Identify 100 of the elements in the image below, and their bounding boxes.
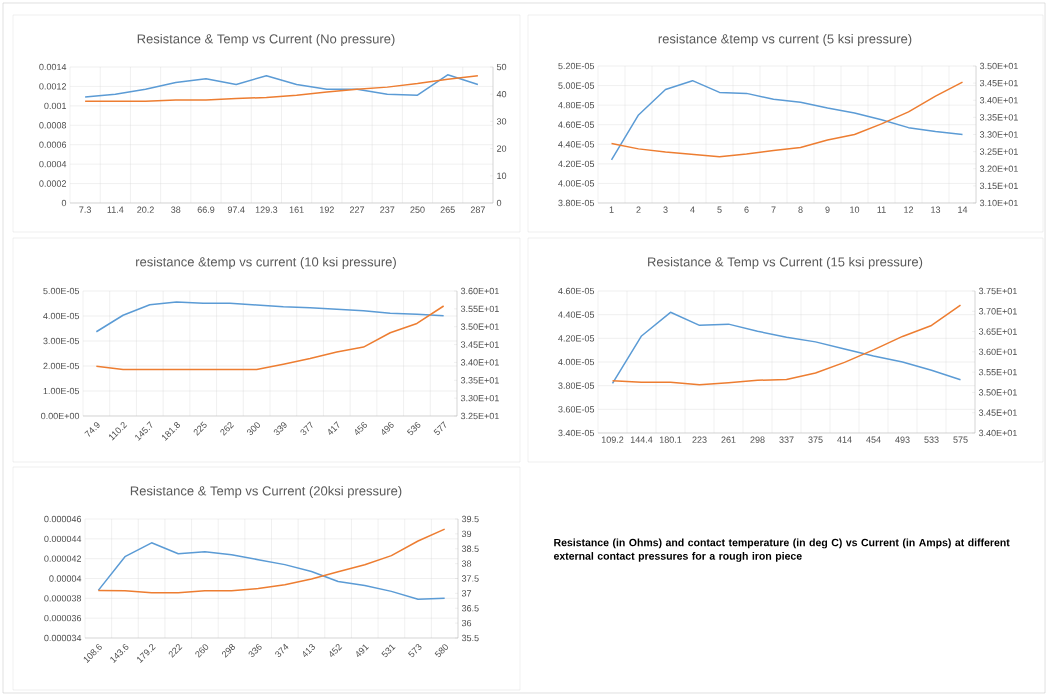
- x-tick-label: 14: [958, 206, 968, 213]
- x-tick-label: 261: [721, 436, 736, 443]
- x-tick-label: 339: [273, 422, 287, 436]
- y-tick-label: 2.00E-05: [43, 362, 80, 370]
- x-tick-label: 9: [825, 206, 830, 213]
- x-tick-label: 144.4: [630, 436, 653, 443]
- y-tick-label: 0.0002: [39, 180, 67, 187]
- x-tick-label: 237: [380, 206, 395, 213]
- y2-tick-label: 3.70E+01: [978, 308, 1017, 315]
- x-tick-label: 227: [349, 206, 365, 213]
- x-tick-label: 336: [248, 644, 262, 658]
- y2-tick-label: 3.60E+01: [978, 348, 1017, 356]
- y2-tick-label: 36.5: [461, 605, 479, 612]
- y-tick-label: 3.60E-05: [558, 406, 595, 413]
- y-tick-label: 0.001: [44, 102, 67, 110]
- y2-tick-label: 38.5: [461, 545, 479, 552]
- y-tick-label: 0.00004: [49, 575, 82, 582]
- x-tick-label: 300: [247, 422, 260, 436]
- y-tick-label: 1.00E-05: [43, 387, 80, 395]
- x-tick-label: 11.4: [107, 206, 124, 213]
- y2-tick-label: 3.10E+01: [979, 199, 1018, 207]
- x-tick-label: 533: [924, 436, 939, 443]
- y-tick-label: 3.80E-05: [558, 382, 595, 389]
- y-tick-label: 0.000038: [44, 595, 82, 602]
- x-tick-label: 38: [171, 206, 181, 213]
- y-tick-label: 0.000036: [44, 614, 82, 622]
- y2-tick-label: 3.35E+01: [979, 114, 1018, 121]
- line-series: [97, 528, 446, 594]
- y-tick-label: 0.0006: [39, 141, 67, 148]
- x-tick-label: 298: [750, 436, 765, 443]
- x-tick-label: 250: [410, 206, 425, 213]
- x-tick-label: 413: [303, 644, 315, 657]
- x-tick-label: 161: [289, 206, 304, 213]
- x-tick-label: 287: [470, 206, 485, 213]
- x-tick-label: 262: [220, 422, 235, 436]
- y-tick-label: 0.000044: [44, 535, 82, 543]
- x-tick-label: 66.9: [197, 206, 215, 213]
- x-tick-label: 6: [744, 206, 749, 213]
- y2-tick-label: 39.5: [461, 515, 479, 523]
- x-tick-label: 129.3: [255, 206, 278, 213]
- y-tick-label: 0.000034: [44, 634, 82, 642]
- y2-tick-label: 3.40E+01: [460, 359, 499, 366]
- y-tick-label: 0.0014: [39, 63, 67, 71]
- y2-tick-label: 20: [497, 145, 507, 152]
- x-tick-label: 223: [692, 436, 707, 443]
- x-tick-label: 531: [381, 644, 396, 658]
- x-tick-label: 13: [931, 206, 941, 213]
- text: Resistance (in Ohms) and contact temperature (in deg C) vs Current (in Amps) at different external contact pressures for a rough iron piece: [553, 538, 1010, 562]
- x-tick-label: 573: [408, 644, 422, 658]
- y-tick-label: 3.40E-05: [558, 429, 595, 437]
- y2-tick-label: 3.40E+01: [978, 429, 1017, 437]
- y-tick-label: 4.00E-05: [558, 358, 595, 366]
- x-tick-label: 417: [328, 421, 340, 435]
- y-tick-label: 4.40E-05: [558, 311, 595, 318]
- x-tick-label: 298: [222, 644, 236, 658]
- y-tick-label: 4.00E-05: [43, 312, 80, 320]
- y2-tick-label: 3.20E+01: [979, 165, 1018, 172]
- y2-tick-label: 3.45E+01: [979, 79, 1018, 87]
- y2-tick-label: 30: [496, 118, 507, 125]
- x-tick-label: 536: [406, 422, 421, 436]
- x-tick-label: 4: [690, 206, 695, 213]
- y2-tick-label: 0: [496, 199, 502, 207]
- line-series: [95, 301, 445, 333]
- y2-tick-label: 3.75E+01: [978, 287, 1017, 295]
- x-tick-label: 192: [320, 206, 334, 213]
- chart-title: Resistance & Temp vs Current (15 ksi pressure): [648, 256, 923, 270]
- y2-tick-label: 3.50E+01: [979, 62, 1018, 70]
- x-tick-label: 491: [356, 644, 369, 657]
- y-tick-label: 0.000046: [44, 515, 82, 523]
- x-tick-label: 7.3: [79, 206, 91, 213]
- x-tick-label: 452: [329, 644, 343, 657]
- y2-tick-label: 3.55E+01: [460, 305, 499, 313]
- x-tick-label: 180.1: [659, 436, 682, 443]
- y2-tick-label: 37.5: [461, 575, 479, 582]
- x-tick-label: 454: [866, 436, 881, 443]
- y-tick-label: 4.80E-05: [558, 101, 595, 109]
- y2-tick-label: 50: [496, 63, 507, 71]
- x-tick-label: 10: [850, 206, 860, 213]
- x-tick-label: 11: [877, 206, 886, 213]
- y-tick-label: 4.20E-05: [558, 160, 595, 168]
- y-tick-label: 5.00E-05: [558, 82, 595, 89]
- y2-tick-label: 3.45E+01: [978, 409, 1017, 416]
- x-tick-label: 575: [953, 436, 968, 443]
- y-tick-label: 0.0004: [39, 160, 67, 168]
- x-tick-label: 337: [779, 436, 794, 443]
- x-tick-label: 577: [433, 421, 447, 436]
- y-tick-label: 3.00E-05: [43, 337, 80, 345]
- x-tick-label: 225: [193, 421, 207, 436]
- x-tick-label: 5: [717, 206, 722, 213]
- y-tick-label: 0.00E+00: [41, 412, 80, 420]
- x-tick-label: 3: [663, 206, 668, 213]
- y2-tick-label: 3.25E+01: [460, 412, 499, 420]
- chart-title: resistance &temp vs current (5 ksi pressure): [658, 33, 912, 47]
- y2-tick-label: 37: [461, 590, 472, 597]
- y2-tick-label: 3.50E+01: [460, 323, 499, 330]
- x-tick-label: 377: [300, 421, 313, 436]
- x-tick-label: 580: [434, 644, 449, 658]
- chart-title: resistance &temp vs current (10 ksi pressure): [136, 256, 396, 270]
- y-tick-label: 5.20E-05: [558, 62, 595, 70]
- y-tick-label: 4.60E-05: [558, 121, 595, 128]
